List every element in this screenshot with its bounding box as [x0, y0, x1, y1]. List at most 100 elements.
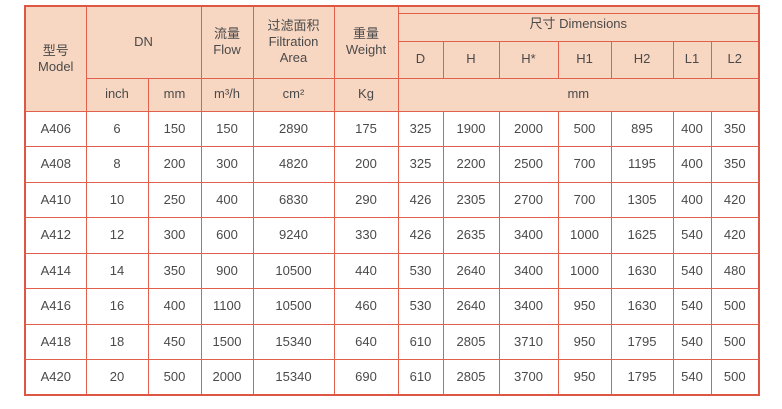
dim-l1-cell: 400 — [672, 181, 712, 218]
dn-inch-cell: 8 — [85, 146, 149, 183]
spec-table-container: 型号 Model DN 流量 Flow 过滤面积 Filtration Area — [24, 5, 761, 396]
col-header-d: D — [397, 40, 444, 79]
col-header-filtration-zh: 过滤面积 — [267, 17, 320, 33]
dim-h-cell: 2305 — [442, 181, 500, 218]
table-row: A414 14 350 900 10500 440 530 2640 3400 1000 1630 5… — [24, 252, 760, 289]
dim-h2-cell: 1305 — [610, 181, 674, 218]
model-cell: A406 — [24, 110, 87, 147]
unit-inch: inch — [85, 77, 149, 112]
dn-mm-cell: 450 — [147, 323, 202, 360]
col-header-h2: H2 — [610, 40, 674, 79]
dim-l2-cell: 480 — [710, 252, 760, 289]
dim-d-cell: 325 — [397, 110, 444, 147]
weight-cell: 460 — [333, 288, 399, 325]
unit-dimensions-mm: mm — [397, 77, 760, 112]
col-header-h: H — [442, 40, 500, 79]
col-header-weight-zh: 重量 — [352, 26, 379, 41]
col-header-model-en: Model — [38, 58, 74, 74]
col-header-l1: L1 — [672, 40, 712, 79]
dim-h-cell: 2805 — [442, 323, 500, 360]
dim-h1-cell: 950 — [557, 359, 612, 396]
weight-cell: 330 — [333, 217, 399, 254]
col-header-dn: DN — [85, 5, 202, 79]
table-row: A420 20 500 2000 15340 690 610 2805 3700 950 1795 5… — [24, 359, 760, 396]
dim-h-cell: 2635 — [442, 217, 500, 254]
dn-inch-cell: 6 — [85, 110, 149, 147]
dim-l2-cell: 350 — [710, 146, 760, 183]
col-header-filtration-en2: Area — [279, 50, 308, 66]
flow-cell: 600 — [200, 217, 254, 254]
dim-h2-cell: 1795 — [610, 323, 674, 360]
table-row: A410 10 250 400 6830 290 426 2305 2700 700 1305 400… — [24, 181, 760, 218]
dn-mm-cell: 300 — [147, 217, 202, 254]
model-cell: A418 — [24, 323, 87, 360]
col-header-model-zh: 型号 — [42, 42, 69, 58]
dim-h2-cell: 1195 — [610, 146, 674, 183]
dim-hstar-cell: 3710 — [498, 323, 559, 360]
col-header-flow-zh: 流量 — [213, 26, 240, 41]
dim-l2-cell: 500 — [710, 359, 760, 396]
dim-h1-cell: 500 — [557, 110, 612, 147]
area-cell: 4820 — [252, 146, 335, 183]
flow-cell: 900 — [200, 252, 254, 289]
table-row: A408 8 200 300 4820 200 325 2200 2500 700 1195 400 3… — [24, 146, 760, 183]
dim-l1-cell: 400 — [672, 110, 712, 147]
table-body: A406 6 150 150 2890 175 325 1900 2000 500 895 400 35… — [24, 110, 760, 396]
dim-l2-cell: 420 — [710, 181, 760, 218]
dim-l1-cell: 540 — [672, 288, 712, 325]
dim-h2-cell: 1625 — [610, 217, 674, 254]
dim-hstar-cell: 2700 — [498, 181, 559, 218]
dim-h-cell: 2805 — [442, 359, 500, 396]
dim-hstar-cell: 3400 — [498, 288, 559, 325]
dim-l1-cell: 540 — [672, 323, 712, 360]
table-row: A418 18 450 1500 15340 640 610 2805 3710 950 1795 5… — [24, 323, 760, 360]
dim-h-cell: 2640 — [442, 288, 500, 325]
col-header-flow-en: Flow — [213, 42, 241, 58]
col-header-dimensions: 尺寸 Dimensions — [397, 5, 760, 42]
col-header-h-star: H* — [498, 40, 559, 79]
dim-h1-cell: 1000 — [557, 252, 612, 289]
dim-h1-cell: 950 — [557, 288, 612, 325]
weight-cell: 175 — [333, 110, 399, 147]
dim-h2-cell: 1630 — [610, 252, 674, 289]
col-header-weight-en: Weight — [345, 42, 387, 58]
weight-cell: 290 — [333, 181, 399, 218]
col-header-l2: L2 — [710, 40, 760, 79]
area-cell: 2890 — [252, 110, 335, 147]
dn-inch-cell: 20 — [85, 359, 149, 396]
dim-l1-cell: 540 — [672, 252, 712, 289]
dim-l1-cell: 540 — [672, 217, 712, 254]
dn-inch-cell: 14 — [85, 252, 149, 289]
dim-d-cell: 426 — [397, 217, 444, 254]
dim-d-cell: 610 — [397, 323, 444, 360]
flow-cell: 400 — [200, 181, 254, 218]
area-cell: 15340 — [252, 359, 335, 396]
dn-mm-cell: 150 — [147, 110, 202, 147]
area-cell: 10500 — [252, 288, 335, 325]
dim-h1-cell: 700 — [557, 181, 612, 218]
dim-l2-cell: 500 — [710, 288, 760, 325]
dn-mm-cell: 350 — [147, 252, 202, 289]
area-cell: 9240 — [252, 217, 335, 254]
area-cell: 6830 — [252, 181, 335, 218]
header-row-dimension-cols: D H H* H1 H2 L1 L2 — [25, 40, 760, 79]
weight-cell: 200 — [333, 146, 399, 183]
col-header-model: 型号 Model — [24, 5, 87, 112]
flow-cell: 150 — [200, 110, 254, 147]
dim-h-cell: 2640 — [442, 252, 500, 289]
flow-cell: 2000 — [200, 359, 254, 396]
table-header: 型号 Model DN 流量 Flow 过滤面积 Filtration Area — [24, 5, 760, 112]
header-row-groups: 型号 Model DN 流量 Flow 过滤面积 Filtration Area — [24, 5, 760, 112]
model-cell: A416 — [24, 288, 87, 325]
dn-inch-cell: 18 — [85, 323, 149, 360]
unit-flow: m³/h — [200, 77, 254, 112]
dim-h2-cell: 895 — [610, 110, 674, 147]
filter-spec-table: 型号 Model DN 流量 Flow 过滤面积 Filtration Area — [24, 5, 761, 396]
dim-l2-cell: 500 — [710, 323, 760, 360]
table-row: A406 6 150 150 2890 175 325 1900 2000 500 895 400 35… — [24, 110, 760, 147]
dim-d-cell: 325 — [397, 146, 444, 183]
flow-cell: 1100 — [200, 288, 254, 325]
col-header-weight: 重量 Weight — [333, 5, 399, 79]
dim-hstar-cell: 2500 — [498, 146, 559, 183]
